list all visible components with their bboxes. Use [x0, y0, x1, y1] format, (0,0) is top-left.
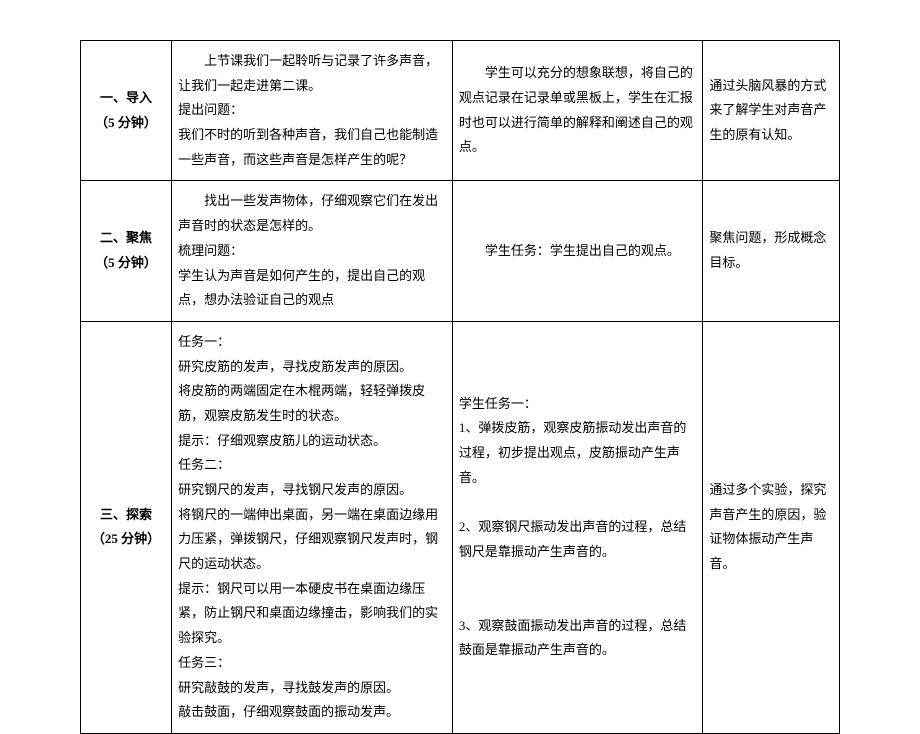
- table-row: 一、导入 （5 分钟） 上节课我们一起聆听与记录了许多声音，让我们一起走进第二课…: [81, 41, 840, 181]
- stage-cell: 二、聚焦 （5 分钟）: [81, 181, 172, 321]
- stage-title: 二、聚焦: [87, 226, 165, 251]
- teacher-activity-cell: 任务一：研究皮筋的发声，寻找皮筋发声的原因。将皮筋的两端固定在木棍两端，轻轻弹拨…: [172, 321, 453, 733]
- student-activity-cell: 学生任务一：1、弹拨皮筋，观察皮筋振动发出声音的过程，初步提出观点，皮筋振动产生…: [452, 321, 702, 733]
- stage-cell: 一、导入 （5 分钟）: [81, 41, 172, 181]
- design-intent-cell: 聚焦问题，形成概念目标。: [703, 181, 840, 321]
- design-intent-cell: 通过多个实验，探究声音产生的原因，验证物体振动产生声音。: [703, 321, 840, 733]
- student-activity-cell: 学生可以充分的想象联想，将自己的观点记录在记录单或黑板上，学生在汇报时也可以进行…: [452, 41, 702, 181]
- design-intent-cell: 通过头脑风暴的方式来了解学生对声音产生的原有认知。: [703, 41, 840, 181]
- stage-title: 一、导入: [87, 86, 165, 111]
- stage-cell: 三、探索 （25 分钟）: [81, 321, 172, 733]
- teacher-activity-cell: 找出一些发声物体，仔细观察它们在发出声音时的状态是怎样的。梳理问题：学生认为声音…: [172, 181, 453, 321]
- teacher-activity-cell: 上节课我们一起聆听与记录了许多声音，让我们一起走进第二课。提出问题：我们不时的听…: [172, 41, 453, 181]
- stage-time: （5 分钟）: [87, 111, 165, 136]
- stage-title: 三、探索: [87, 503, 165, 528]
- lesson-plan-table: 一、导入 （5 分钟） 上节课我们一起聆听与记录了许多声音，让我们一起走进第二课…: [80, 40, 840, 734]
- stage-time: （25 分钟）: [87, 527, 165, 552]
- table-row: 二、聚焦 （5 分钟） 找出一些发声物体，仔细观察它们在发出声音时的状态是怎样的…: [81, 181, 840, 321]
- table-body: 一、导入 （5 分钟） 上节课我们一起聆听与记录了许多声音，让我们一起走进第二课…: [81, 41, 840, 734]
- student-activity-cell: 学生任务：学生提出自己的观点。: [452, 181, 702, 321]
- table-row: 三、探索 （25 分钟） 任务一：研究皮筋的发声，寻找皮筋发声的原因。将皮筋的两…: [81, 321, 840, 733]
- stage-time: （5 分钟）: [87, 251, 165, 276]
